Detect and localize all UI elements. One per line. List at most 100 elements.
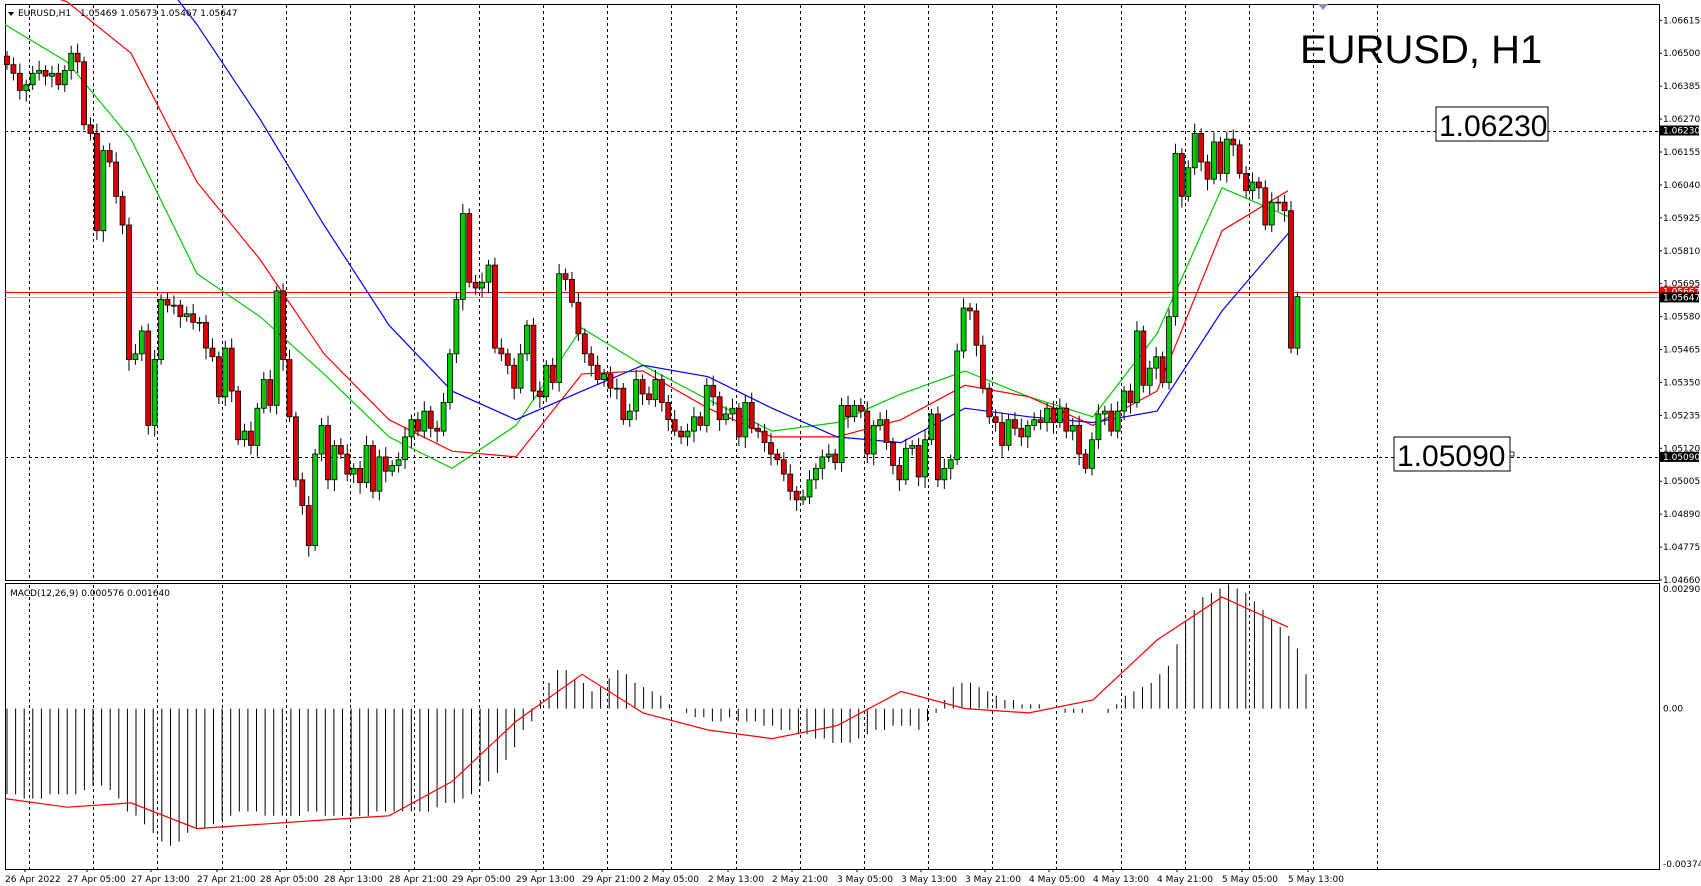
candle-bear bbox=[248, 430, 254, 446]
candle-bear bbox=[498, 347, 505, 355]
candle bbox=[151, 349, 158, 437]
candle bbox=[1178, 148, 1185, 208]
candle-bear bbox=[93, 132, 100, 232]
candle bbox=[806, 470, 813, 505]
candle bbox=[504, 348, 511, 375]
candle bbox=[55, 63, 62, 90]
candle bbox=[890, 437, 896, 475]
candle-bear bbox=[427, 410, 434, 429]
candle bbox=[248, 421, 254, 455]
candle-bull bbox=[1089, 439, 1095, 469]
candle bbox=[774, 448, 781, 465]
candle-bull bbox=[1153, 356, 1160, 369]
candle-bull bbox=[556, 273, 563, 383]
candle bbox=[524, 320, 530, 361]
candle-bull bbox=[524, 324, 530, 355]
candle-bear bbox=[845, 404, 851, 418]
candle-bear bbox=[145, 330, 152, 426]
candle-bear bbox=[492, 264, 498, 349]
macd-signal bbox=[4, 596, 1289, 830]
candle-bear bbox=[337, 445, 344, 455]
price-axis-label: 1.06270 bbox=[1663, 115, 1700, 125]
candle bbox=[1108, 403, 1115, 437]
candle bbox=[363, 435, 370, 488]
candle-bull bbox=[1121, 390, 1127, 412]
candle-bear bbox=[864, 410, 871, 455]
candle-bear bbox=[434, 427, 441, 432]
candle-bear bbox=[87, 124, 94, 134]
candle-bull bbox=[1134, 330, 1140, 403]
candle bbox=[1185, 160, 1192, 202]
candle-bear bbox=[74, 52, 81, 63]
candle bbox=[588, 346, 595, 377]
time-axis-label: 3 May 21:00 bbox=[965, 875, 1021, 885]
candle-bear bbox=[235, 390, 242, 441]
candle bbox=[768, 432, 774, 466]
candle bbox=[626, 403, 633, 427]
candle-bull bbox=[408, 419, 415, 438]
candle bbox=[639, 374, 646, 406]
candle bbox=[909, 440, 916, 456]
candle bbox=[1256, 176, 1262, 199]
candle bbox=[678, 425, 684, 445]
candle bbox=[81, 56, 87, 130]
candle-bear bbox=[1230, 138, 1237, 146]
candle-bull bbox=[171, 304, 177, 307]
candle-bull bbox=[183, 313, 190, 318]
candle bbox=[896, 458, 903, 491]
candle-bear bbox=[305, 505, 312, 547]
scroll-marker-icon bbox=[1318, 4, 1328, 10]
candle-bull bbox=[49, 72, 55, 77]
candle-bear bbox=[511, 364, 518, 389]
candle bbox=[999, 412, 1005, 457]
candle bbox=[447, 348, 453, 410]
candle-bear bbox=[370, 445, 376, 492]
candle-bull bbox=[1275, 201, 1282, 204]
candle bbox=[1121, 385, 1127, 421]
candle-bear bbox=[10, 64, 17, 74]
candle-bull bbox=[723, 413, 729, 421]
price-axis-label: 1.05350 bbox=[1663, 379, 1700, 389]
candle bbox=[864, 401, 871, 464]
candle-bull bbox=[800, 496, 806, 501]
candle bbox=[1005, 414, 1012, 451]
candle-bear bbox=[1050, 407, 1057, 423]
candle-bull bbox=[440, 402, 447, 432]
level-price-tag-1 bbox=[1660, 451, 1699, 462]
candle-bull bbox=[960, 307, 967, 352]
candle bbox=[299, 472, 306, 515]
candle bbox=[1191, 123, 1198, 175]
current-price-tag bbox=[1660, 292, 1699, 303]
candle-bear bbox=[768, 442, 774, 455]
candle-bear bbox=[55, 72, 62, 86]
dropdown-triangle-icon[interactable] bbox=[8, 12, 14, 16]
candle-bull bbox=[1249, 181, 1256, 192]
candle-bear bbox=[466, 213, 473, 283]
candle-bull bbox=[601, 373, 607, 381]
candle bbox=[1018, 418, 1025, 447]
candle bbox=[1172, 143, 1179, 326]
candle-bull bbox=[1294, 296, 1301, 349]
candle bbox=[318, 417, 325, 462]
time-axis-label: 3 May 05:00 bbox=[837, 875, 893, 885]
candle-bull bbox=[1031, 419, 1038, 426]
candle-bull bbox=[312, 453, 319, 547]
candle bbox=[780, 452, 787, 482]
candle-bear bbox=[203, 321, 209, 349]
candle-bear bbox=[594, 364, 601, 381]
candle bbox=[941, 458, 948, 489]
macd-axis-label: 0.002906 bbox=[1663, 585, 1701, 595]
candle-bear bbox=[793, 490, 800, 501]
candle-bear bbox=[1198, 132, 1205, 163]
candle-bull bbox=[1268, 201, 1275, 226]
candle-bear bbox=[569, 279, 575, 303]
candle-bear bbox=[1108, 410, 1115, 432]
candle-bear bbox=[665, 402, 672, 421]
candle bbox=[594, 355, 601, 385]
candle-bear bbox=[1178, 153, 1185, 197]
current-price-tag-text: 1.05647 bbox=[1663, 293, 1700, 303]
macd-panel-frame bbox=[5, 583, 1660, 870]
candle bbox=[158, 294, 164, 365]
ma-line-1 bbox=[59, 0, 1289, 458]
